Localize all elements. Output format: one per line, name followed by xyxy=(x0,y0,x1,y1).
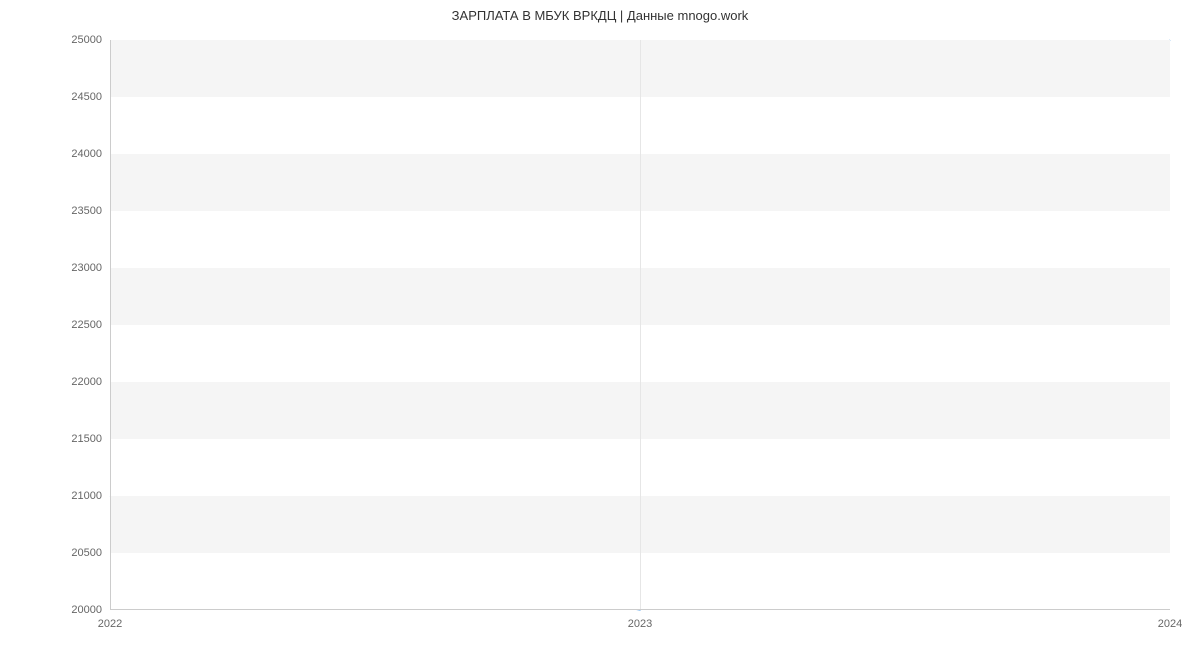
y-axis-line xyxy=(110,40,111,610)
y-tick-label: 20500 xyxy=(71,547,102,559)
x-axis-line xyxy=(110,609,1170,610)
chart-title: ЗАРПЛАТА В МБУК ВРКДЦ | Данные mnogo.wor… xyxy=(0,8,1200,23)
y-tick-label: 20000 xyxy=(71,604,102,616)
x-tick-label: 2022 xyxy=(98,618,122,630)
y-tick-label: 24000 xyxy=(71,148,102,160)
y-tick-label: 22500 xyxy=(71,319,102,331)
chart-container: ЗАРПЛАТА В МБУК ВРКДЦ | Данные mnogo.wor… xyxy=(0,0,1200,650)
y-tick-label: 23500 xyxy=(71,205,102,217)
plot-area: 2000020500210002150022000225002300023500… xyxy=(110,40,1170,610)
y-tick-label: 24500 xyxy=(71,91,102,103)
y-tick-label: 21500 xyxy=(71,433,102,445)
vertical-gridline xyxy=(640,40,641,610)
x-tick-label: 2023 xyxy=(628,618,652,630)
y-tick-label: 25000 xyxy=(71,34,102,46)
y-tick-label: 21000 xyxy=(71,490,102,502)
y-tick-label: 22000 xyxy=(71,376,102,388)
y-tick-label: 23000 xyxy=(71,262,102,274)
x-tick-label: 2024 xyxy=(1158,618,1182,630)
